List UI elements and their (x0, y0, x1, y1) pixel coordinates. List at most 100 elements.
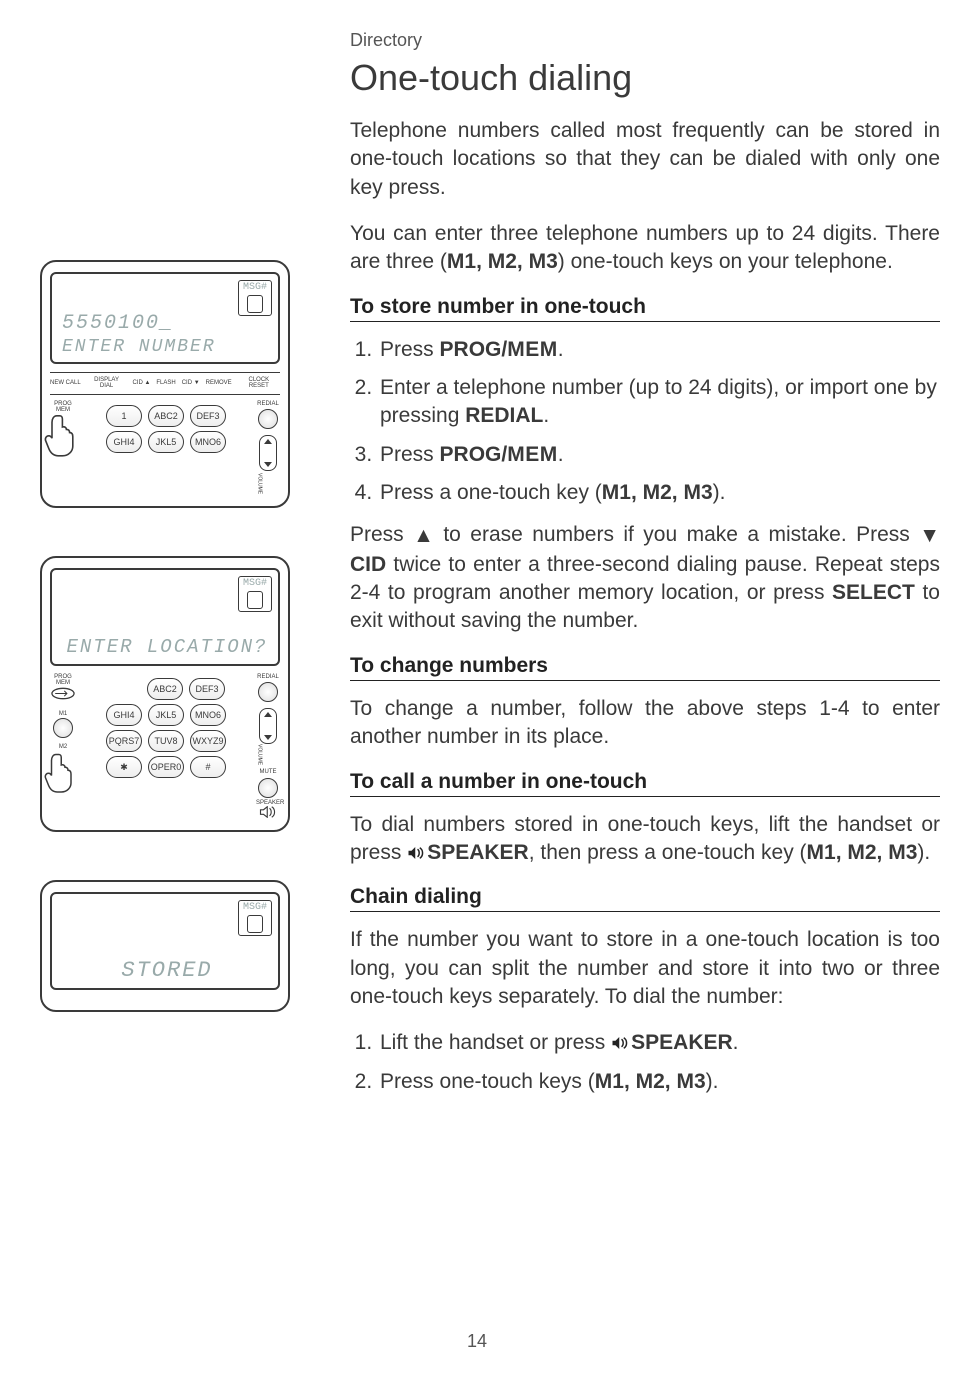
text-bold: M1, M2, M3 (595, 1070, 706, 1093)
key-label: NEW CALL (50, 380, 81, 386)
hand-pointer-icon (44, 411, 76, 459)
keypad-key: DEF3 (189, 678, 225, 700)
speaker-key-icon (259, 806, 277, 818)
key-label: DISPLAY DIAL (87, 377, 127, 390)
key-label: VOLUME (256, 744, 261, 765)
key-label: REMOVE (206, 380, 232, 386)
keypad-key: JKL5 (148, 431, 184, 453)
step-item: Enter a telephone number (up to 24 digit… (378, 374, 940, 431)
text-bold: SPEAKER (427, 841, 529, 864)
subheading-chain: Chain dialing (350, 885, 940, 912)
subheading-call: To call a number in one-touch (350, 770, 940, 797)
text-bold: M1, M2, M3 (602, 481, 713, 504)
volume-rocker (259, 708, 277, 744)
lcd-line: ENTER LOCATION? (66, 636, 267, 660)
text-bold: REDIAL (465, 404, 543, 427)
keypad-key: PQRS7 (106, 730, 142, 752)
section-label: Directory (350, 30, 940, 51)
keypad-key: ABC2 (147, 678, 183, 700)
text: . (543, 404, 549, 427)
up-triangle-icon: ▲ (413, 522, 434, 550)
text: Press a one-touch key ( (380, 481, 602, 504)
msg-indicator: MSG# (238, 280, 272, 316)
keypad-key: MNO6 (190, 704, 226, 726)
text: Lift the handset or press (380, 1031, 611, 1054)
key-label: SPEAKER (256, 800, 280, 806)
text: . (733, 1031, 739, 1054)
page-number: 14 (0, 1331, 954, 1352)
lcd-line: STORED (62, 957, 272, 985)
lcd-line: ENTER NUMBER (62, 336, 272, 359)
text: to erase numbers if you make a mistake. … (434, 523, 919, 546)
key-label: MUTE (256, 769, 280, 775)
down-triangle-icon: ▼ (919, 522, 940, 550)
step-item: Press PROG/MEM. (378, 441, 940, 469)
text-bold: CID (350, 553, 386, 576)
device-illustration-1: MSG# 5550100_ ENTER NUMBER NEW CALL DISP… (40, 260, 290, 508)
keypad-key: GHI4 (106, 431, 142, 453)
lcd-screen-3: MSG# STORED (50, 892, 280, 990)
text-bold: M1, M2, M3 (447, 250, 558, 273)
text: ). (713, 481, 726, 504)
body-paragraph: If the number you want to store in a one… (350, 926, 940, 1011)
note-paragraph: Press ▲ to erase numbers if you make a m… (350, 521, 940, 635)
key-label: VOLUME (256, 473, 261, 494)
text: Press (380, 338, 440, 361)
text-bold: SPEAKER (631, 1031, 733, 1054)
text: Enter a telephone number (up to 24 digit… (380, 376, 937, 427)
lcd-screen-1: MSG# 5550100_ ENTER NUMBER (50, 272, 280, 364)
keypad-key: 1 (106, 405, 142, 427)
illustration-column: MSG# 5550100_ ENTER NUMBER NEW CALL DISP… (40, 260, 290, 1012)
text-bold: PROG/ (440, 443, 508, 466)
text: Press (350, 523, 413, 546)
keypad-key: DEF3 (190, 405, 226, 427)
keypad-key: ✱ (106, 756, 142, 778)
text-smallcaps: MEM (507, 443, 558, 466)
subheading-change: To change numbers (350, 654, 940, 681)
steps-list: Lift the handset or press SPEAKER. Press… (350, 1029, 940, 1096)
keypad-key: OPER0 (148, 756, 184, 778)
keypad-key: JKL5 (148, 704, 184, 726)
text: ). (706, 1070, 719, 1093)
device-illustration-3: MSG# STORED (40, 880, 290, 1012)
keypad-key: ABC2 (148, 405, 184, 427)
key-label: CLOCK RESET (238, 377, 280, 390)
text-smallcaps: MEM (507, 338, 558, 361)
intro-paragraph: Telephone numbers called most frequently… (350, 117, 940, 202)
body-paragraph: To change a number, follow the above ste… (350, 695, 940, 752)
volume-rocker (259, 435, 277, 471)
msg-indicator: MSG# (238, 576, 272, 612)
msg-label: MSG# (243, 902, 267, 913)
redial-button (258, 409, 278, 429)
device-illustration-2: MSG# ENTER LOCATION? PROG MEM M1 M2 (40, 556, 290, 832)
text: . (558, 338, 564, 361)
body-paragraph: To dial numbers stored in one-touch keys… (350, 811, 940, 868)
text: ) one-touch keys on your telephone. (558, 250, 893, 273)
text: . (558, 443, 564, 466)
keypad-key: WXYZ9 (190, 730, 226, 752)
text: Press (380, 443, 440, 466)
keypad-key: TUV8 (148, 730, 184, 752)
m1-button (53, 718, 73, 738)
hand-pointer-icon (44, 750, 74, 795)
key-label: M1 (50, 711, 76, 717)
key-label: PROG MEM (50, 674, 76, 687)
text: , then press a one-touch key ( (529, 841, 807, 864)
keypad-key: MNO6 (190, 431, 226, 453)
msg-label: MSG# (243, 578, 267, 589)
speaker-icon (407, 845, 425, 861)
page-title: One-touch dialing (350, 57, 940, 99)
msg-label: MSG# (243, 282, 267, 293)
text-bold: SELECT (832, 581, 915, 604)
keypad-key: # (190, 756, 226, 778)
msg-indicator: MSG# (238, 900, 272, 936)
speaker-icon (611, 1035, 629, 1051)
step-item: Press PROG/MEM. (378, 336, 940, 364)
step-item: Press a one-touch key (M1, M2, M3). (378, 479, 940, 507)
key-label: FLASH (156, 380, 175, 386)
lcd-screen-2: MSG# ENTER LOCATION? (50, 568, 280, 666)
content-column: Directory One-touch dialing Telephone nu… (350, 30, 940, 1096)
text: Press one-touch keys ( (380, 1070, 595, 1093)
text-bold: M1, M2, M3 (807, 841, 918, 864)
key-label: REDIAL (256, 401, 280, 407)
